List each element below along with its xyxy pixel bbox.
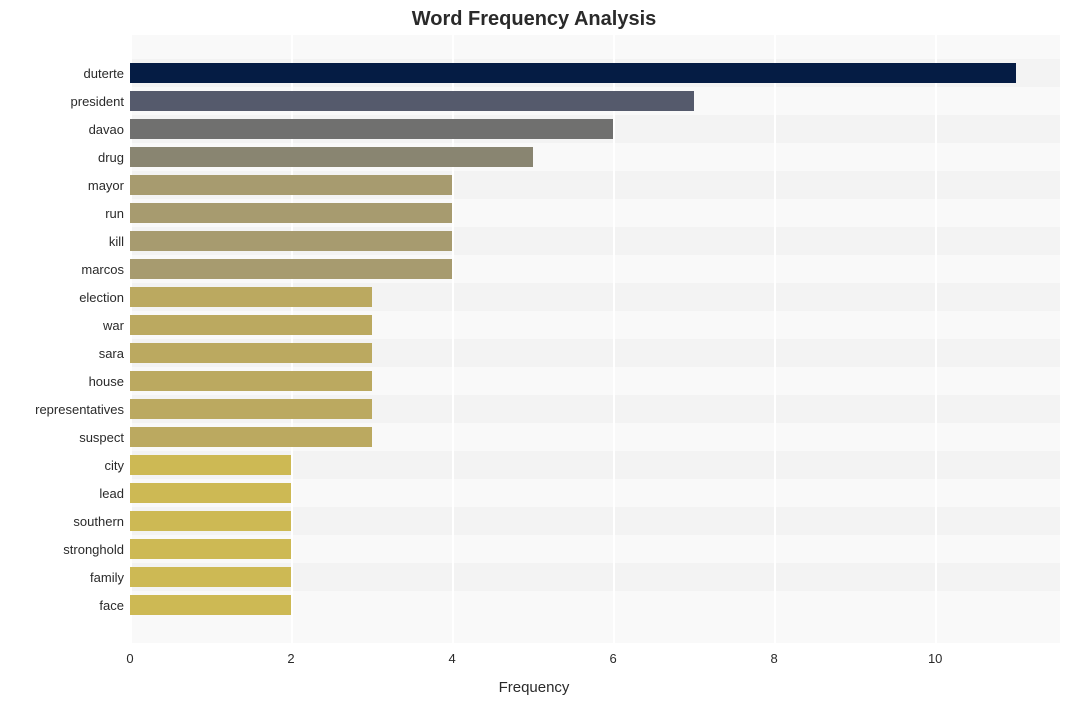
- y-tick-label: president: [71, 94, 124, 109]
- bar: [130, 343, 372, 363]
- bar: [130, 595, 291, 615]
- grid-band: [130, 619, 1060, 643]
- y-tick-label: marcos: [81, 262, 124, 277]
- grid-band: [130, 35, 1060, 59]
- x-axis-ticks: 0246810: [130, 651, 1060, 671]
- bar: [130, 399, 372, 419]
- y-tick-label: sara: [99, 346, 124, 361]
- y-tick-label: mayor: [88, 178, 124, 193]
- bar: [130, 203, 452, 223]
- bar: [130, 427, 372, 447]
- y-tick-label: davao: [89, 122, 124, 137]
- bar: [130, 371, 372, 391]
- bar: [130, 231, 452, 251]
- grid-line: [774, 35, 776, 643]
- bar: [130, 567, 291, 587]
- chart-title: Word Frequency Analysis: [0, 8, 1068, 31]
- x-tick-label: 0: [100, 651, 160, 666]
- bar: [130, 539, 291, 559]
- bar: [130, 259, 452, 279]
- bar: [130, 147, 533, 167]
- bar: [130, 175, 452, 195]
- y-tick-label: duterte: [84, 66, 124, 81]
- y-tick-label: lead: [99, 486, 124, 501]
- bar: [130, 287, 372, 307]
- bar: [130, 63, 1016, 83]
- word-frequency-chart: Word Frequency Analysis duterte president…: [0, 0, 1068, 701]
- bar: [130, 483, 291, 503]
- bar: [130, 91, 694, 111]
- grid-line: [935, 35, 937, 643]
- x-tick-label: 2: [261, 651, 321, 666]
- x-tick-label: 4: [422, 651, 482, 666]
- y-tick-label: face: [99, 598, 124, 613]
- y-tick-label: kill: [109, 234, 124, 249]
- y-tick-label: war: [103, 318, 124, 333]
- y-tick-label: stronghold: [63, 542, 124, 557]
- y-tick-label: run: [105, 206, 124, 221]
- bar: [130, 315, 372, 335]
- y-tick-label: drug: [98, 150, 124, 165]
- x-tick-label: 6: [583, 651, 643, 666]
- y-tick-label: representatives: [35, 402, 124, 417]
- y-tick-label: southern: [73, 514, 124, 529]
- y-tick-label: house: [89, 374, 124, 389]
- y-tick-label: family: [90, 570, 124, 585]
- y-tick-label: suspect: [79, 430, 124, 445]
- x-axis-label: Frequency: [0, 679, 1068, 696]
- bar: [130, 119, 613, 139]
- y-tick-label: election: [79, 290, 124, 305]
- bar: [130, 455, 291, 475]
- bar: [130, 511, 291, 531]
- grid-line: [613, 35, 615, 643]
- x-tick-label: 10: [905, 651, 965, 666]
- y-tick-label: city: [105, 458, 125, 473]
- plot-area: [130, 35, 1060, 643]
- x-tick-label: 8: [744, 651, 804, 666]
